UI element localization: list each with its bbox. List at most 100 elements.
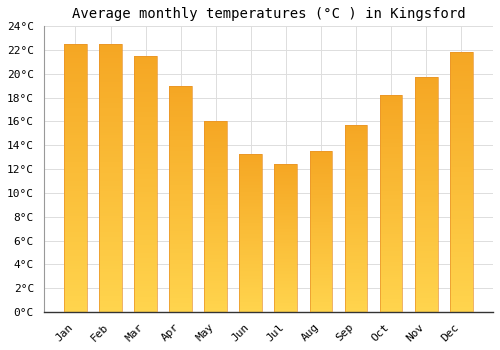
Bar [170, 212, 192, 215]
Bar [450, 120, 472, 122]
Bar [134, 56, 157, 312]
Bar [204, 247, 227, 249]
Bar [204, 213, 227, 215]
Bar [274, 200, 297, 201]
Bar [134, 235, 157, 238]
Bar [99, 108, 122, 111]
Bar [204, 148, 227, 150]
Bar [380, 232, 402, 234]
Bar [170, 99, 192, 102]
Bar [99, 189, 122, 191]
Bar [134, 102, 157, 105]
Bar [204, 133, 227, 135]
Bar [415, 216, 438, 218]
Bar [170, 102, 192, 104]
Bar [64, 100, 87, 103]
Bar [64, 293, 87, 296]
Bar [170, 210, 192, 212]
Bar [344, 232, 368, 233]
Bar [204, 181, 227, 182]
Bar [450, 182, 472, 185]
Bar [204, 142, 227, 144]
Bar [134, 148, 157, 151]
Bar [380, 236, 402, 238]
Bar [310, 243, 332, 244]
Bar [274, 294, 297, 296]
Bar [310, 240, 332, 241]
Bar [134, 279, 157, 281]
Bar [204, 268, 227, 270]
Bar [415, 101, 438, 103]
Bar [170, 265, 192, 267]
Bar [310, 201, 332, 203]
Bar [134, 194, 157, 197]
Bar [415, 174, 438, 176]
Bar [170, 93, 192, 95]
Bar [344, 260, 368, 261]
Bar [204, 217, 227, 219]
Bar [274, 207, 297, 209]
Bar [134, 140, 157, 143]
Bar [204, 280, 227, 281]
Bar [450, 81, 472, 84]
Bar [64, 76, 87, 79]
Bar [99, 277, 122, 280]
Bar [415, 277, 438, 279]
Bar [204, 284, 227, 285]
Bar [450, 78, 472, 81]
Bar [415, 295, 438, 298]
Bar [64, 221, 87, 224]
Bar [274, 198, 297, 200]
Bar [274, 185, 297, 187]
Bar [134, 66, 157, 69]
Bar [415, 89, 438, 92]
Bar [204, 175, 227, 177]
Bar [380, 271, 402, 273]
Bar [204, 262, 227, 264]
Bar [450, 154, 472, 156]
Bar [274, 226, 297, 228]
Bar [344, 142, 368, 144]
Bar [274, 257, 297, 259]
Bar [380, 238, 402, 240]
Bar [344, 235, 368, 237]
Bar [310, 185, 332, 187]
Bar [204, 295, 227, 297]
Bar [134, 146, 157, 148]
Bar [64, 164, 87, 167]
Bar [99, 261, 122, 264]
Bar [310, 307, 332, 309]
Bar [450, 141, 472, 143]
Bar [99, 119, 122, 122]
Bar [380, 219, 402, 221]
Bar [450, 260, 472, 262]
Bar [99, 199, 122, 202]
Bar [99, 237, 122, 240]
Bar [99, 173, 122, 175]
Bar [99, 57, 122, 60]
Bar [274, 274, 297, 275]
Bar [170, 183, 192, 185]
Bar [310, 159, 332, 161]
Bar [310, 209, 332, 211]
Bar [170, 301, 192, 303]
Bar [310, 167, 332, 169]
Bar [310, 291, 332, 293]
Bar [240, 282, 262, 284]
Bar [344, 134, 368, 136]
Bar [99, 216, 122, 218]
Bar [170, 197, 192, 199]
Bar [99, 191, 122, 194]
Bar [310, 166, 332, 167]
Bar [274, 195, 297, 197]
Bar [450, 73, 472, 76]
Bar [274, 217, 297, 219]
Bar [204, 215, 227, 217]
Bar [344, 261, 368, 263]
Bar [170, 138, 192, 140]
Bar [134, 243, 157, 245]
Bar [99, 100, 122, 103]
Bar [450, 294, 472, 296]
Bar [274, 170, 297, 172]
Bar [134, 58, 157, 61]
